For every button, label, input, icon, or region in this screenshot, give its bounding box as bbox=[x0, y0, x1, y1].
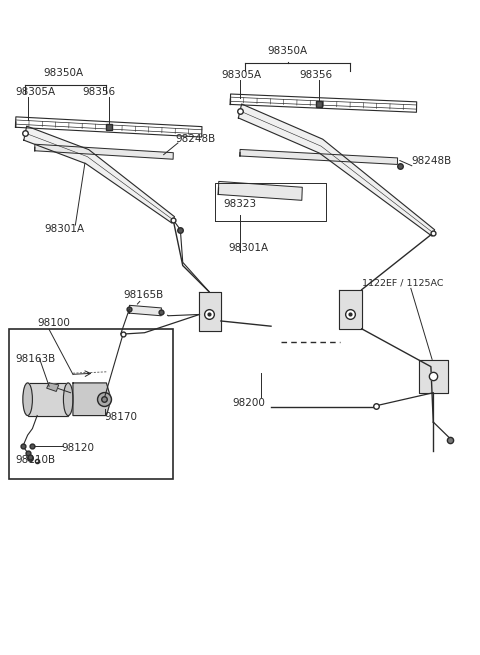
Ellipse shape bbox=[63, 383, 73, 415]
Text: 98248B: 98248B bbox=[176, 134, 216, 143]
Polygon shape bbox=[218, 181, 302, 200]
Polygon shape bbox=[47, 383, 59, 392]
Text: 98305A: 98305A bbox=[221, 70, 261, 81]
Polygon shape bbox=[73, 383, 111, 415]
Polygon shape bbox=[129, 305, 161, 316]
Text: 98100: 98100 bbox=[37, 318, 70, 328]
Text: 98165B: 98165B bbox=[123, 290, 163, 300]
Polygon shape bbox=[199, 291, 221, 331]
Text: 98200: 98200 bbox=[233, 398, 266, 408]
Text: 98170: 98170 bbox=[104, 412, 137, 422]
Text: 98323: 98323 bbox=[223, 199, 256, 209]
Text: 98248B: 98248B bbox=[412, 157, 452, 166]
Ellipse shape bbox=[23, 383, 33, 415]
Text: 98110B: 98110B bbox=[16, 455, 56, 464]
Bar bbox=[9, 329, 173, 479]
Text: 98120: 98120 bbox=[61, 443, 94, 453]
Text: 98301A: 98301A bbox=[228, 242, 268, 253]
Text: 98350A: 98350A bbox=[268, 46, 308, 56]
Polygon shape bbox=[419, 360, 447, 393]
Text: 98305A: 98305A bbox=[16, 86, 56, 97]
Text: 98356: 98356 bbox=[300, 70, 333, 81]
Polygon shape bbox=[28, 383, 68, 415]
Text: 98356: 98356 bbox=[83, 86, 116, 97]
Text: 98350A: 98350A bbox=[43, 68, 84, 79]
Text: 1122EF / 1125AC: 1122EF / 1125AC bbox=[362, 278, 443, 287]
Polygon shape bbox=[339, 290, 362, 329]
Polygon shape bbox=[240, 149, 397, 164]
Polygon shape bbox=[239, 104, 434, 236]
Polygon shape bbox=[35, 144, 173, 159]
Text: 98163B: 98163B bbox=[16, 354, 56, 364]
Polygon shape bbox=[24, 126, 174, 223]
Text: 98301A: 98301A bbox=[44, 223, 84, 234]
